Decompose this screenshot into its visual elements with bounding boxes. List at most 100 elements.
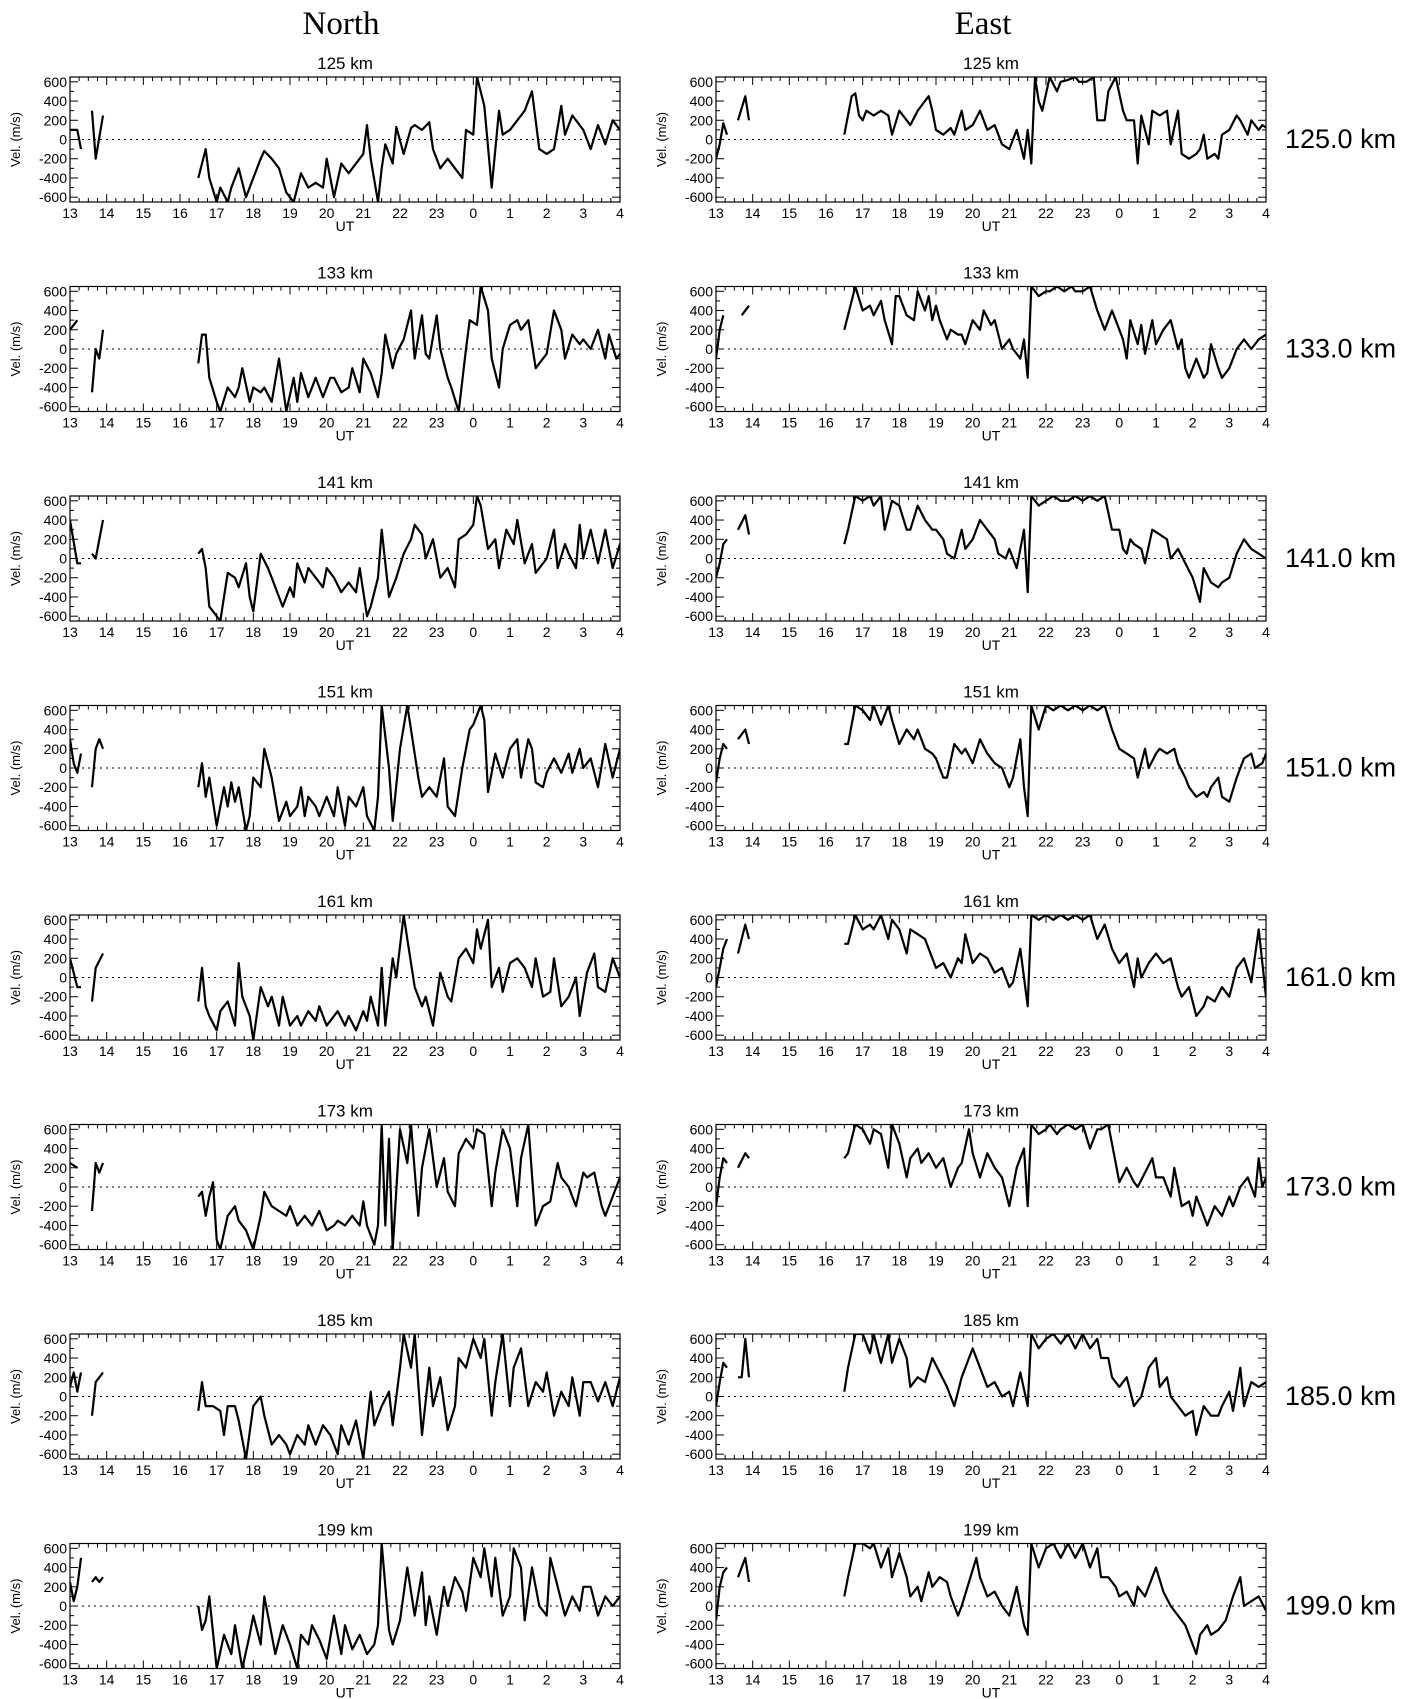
series-line-east xyxy=(716,915,1266,1018)
y-tick-label: 400 xyxy=(690,1560,714,1576)
y-tick-label: -400 xyxy=(39,1217,67,1233)
panel-title: 199 km xyxy=(317,1521,373,1540)
panel-title: 125 km xyxy=(317,54,373,73)
north-column-title: North xyxy=(303,6,380,42)
x-tick-label: 2 xyxy=(543,415,551,431)
x-axis-label: UT xyxy=(982,847,1001,863)
x-tick-label: 22 xyxy=(392,1253,408,1269)
plot-frame xyxy=(715,1123,1267,1251)
x-tick-label: 15 xyxy=(136,1462,152,1478)
x-tick-label: 4 xyxy=(616,205,624,221)
plot-frame xyxy=(69,704,621,832)
x-tick-label: 20 xyxy=(965,1462,981,1478)
x-tick-label: 17 xyxy=(855,1253,871,1269)
y-axis-label: Vel. (m/s) xyxy=(654,950,669,1005)
x-tick-label: 4 xyxy=(1262,1672,1270,1688)
y-tick-label: 600 xyxy=(690,283,714,299)
x-tick-label: 20 xyxy=(319,624,335,640)
plot-frame xyxy=(69,495,621,622)
x-tick-label: 18 xyxy=(246,415,262,431)
y-tick-label: 0 xyxy=(705,341,713,357)
x-tick-label: 18 xyxy=(246,624,262,640)
y-axis-label: Vel. (m/s) xyxy=(8,1160,23,1215)
y-tick-label: 600 xyxy=(690,702,714,718)
east-column-title: East xyxy=(955,6,1012,42)
x-tick-label: 23 xyxy=(429,205,445,221)
x-tick-label: 19 xyxy=(282,205,298,221)
altitude-label: 161.0 km xyxy=(1285,962,1396,992)
x-tick-label: 17 xyxy=(209,1672,225,1688)
x-tick-label: 18 xyxy=(892,415,908,431)
x-tick-label: 15 xyxy=(136,624,152,640)
x-tick-label: 2 xyxy=(1189,624,1197,640)
y-axis-label: Vel. (m/s) xyxy=(654,322,669,377)
y-tick-label: 200 xyxy=(690,741,714,757)
y-tick-label: 0 xyxy=(59,970,67,986)
y-tick-label: -600 xyxy=(39,818,67,834)
x-tick-label: 21 xyxy=(356,834,372,850)
x-tick-label: 4 xyxy=(616,1462,624,1478)
x-axis-label: UT xyxy=(982,1056,1001,1072)
x-tick-label: 17 xyxy=(209,205,225,221)
y-tick-label: 200 xyxy=(690,1579,714,1595)
x-tick-label: 21 xyxy=(356,1672,372,1688)
y-tick-label: 200 xyxy=(44,1160,68,1176)
y-tick-label: 0 xyxy=(705,1389,713,1405)
x-tick-label: 13 xyxy=(708,1462,724,1478)
x-tick-label: 23 xyxy=(429,1462,445,1478)
x-tick-label: 1 xyxy=(1152,1672,1160,1688)
x-tick-label: 0 xyxy=(1115,624,1123,640)
x-tick-label: 21 xyxy=(356,1253,372,1269)
x-tick-label: 1 xyxy=(1152,624,1160,640)
x-tick-label: 20 xyxy=(319,415,335,431)
x-tick-label: 13 xyxy=(708,415,724,431)
x-tick-label: 13 xyxy=(62,624,78,640)
x-tick-label: 21 xyxy=(356,1043,372,1059)
altitude-label: 141.0 km xyxy=(1285,543,1396,573)
x-tick-label: 2 xyxy=(1189,415,1197,431)
x-tick-label: 16 xyxy=(818,205,834,221)
y-tick-label: 600 xyxy=(690,1540,714,1556)
y-tick-label: -400 xyxy=(39,379,67,395)
y-tick-label: 600 xyxy=(44,74,68,90)
x-tick-label: 14 xyxy=(745,1043,761,1059)
x-tick-label: 20 xyxy=(965,1043,981,1059)
x-tick-label: 22 xyxy=(392,1672,408,1688)
x-axis-label: UT xyxy=(336,218,355,234)
series-line-east xyxy=(716,1543,1266,1656)
y-tick-label: -600 xyxy=(685,1656,713,1672)
y-axis-label: Vel. (m/s) xyxy=(654,531,669,586)
series-line-east xyxy=(716,77,1266,165)
y-tick-label: -600 xyxy=(685,399,713,415)
panel-title: 151 km xyxy=(317,683,373,702)
x-tick-label: 16 xyxy=(172,834,188,850)
x-tick-label: 17 xyxy=(855,624,871,640)
x-tick-label: 1 xyxy=(506,1672,514,1688)
y-tick-label: 200 xyxy=(44,1369,68,1385)
x-tick-label: 2 xyxy=(1189,1462,1197,1478)
panel-title: 199 km xyxy=(963,1521,1019,1540)
x-tick-label: 16 xyxy=(818,1253,834,1269)
x-tick-label: 22 xyxy=(392,205,408,221)
y-tick-label: -200 xyxy=(685,1617,713,1633)
y-tick-label: 400 xyxy=(44,931,68,947)
x-tick-label: 13 xyxy=(708,624,724,640)
x-tick-label: 23 xyxy=(429,1672,445,1688)
y-axis-label: Vel. (m/s) xyxy=(8,1579,23,1634)
x-tick-label: 22 xyxy=(1038,1043,1054,1059)
y-tick-label: 200 xyxy=(690,1369,714,1385)
y-tick-label: -200 xyxy=(39,360,67,376)
x-tick-label: 21 xyxy=(1002,1672,1018,1688)
x-tick-label: 21 xyxy=(1002,1253,1018,1269)
y-tick-label: 0 xyxy=(59,341,67,357)
x-tick-label: 3 xyxy=(579,1253,587,1269)
y-tick-label: 200 xyxy=(690,1160,714,1176)
x-tick-label: 22 xyxy=(1038,834,1054,850)
